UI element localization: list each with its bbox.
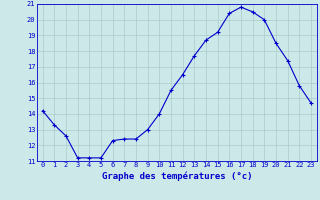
- X-axis label: Graphe des températures (°c): Graphe des températures (°c): [101, 171, 252, 181]
